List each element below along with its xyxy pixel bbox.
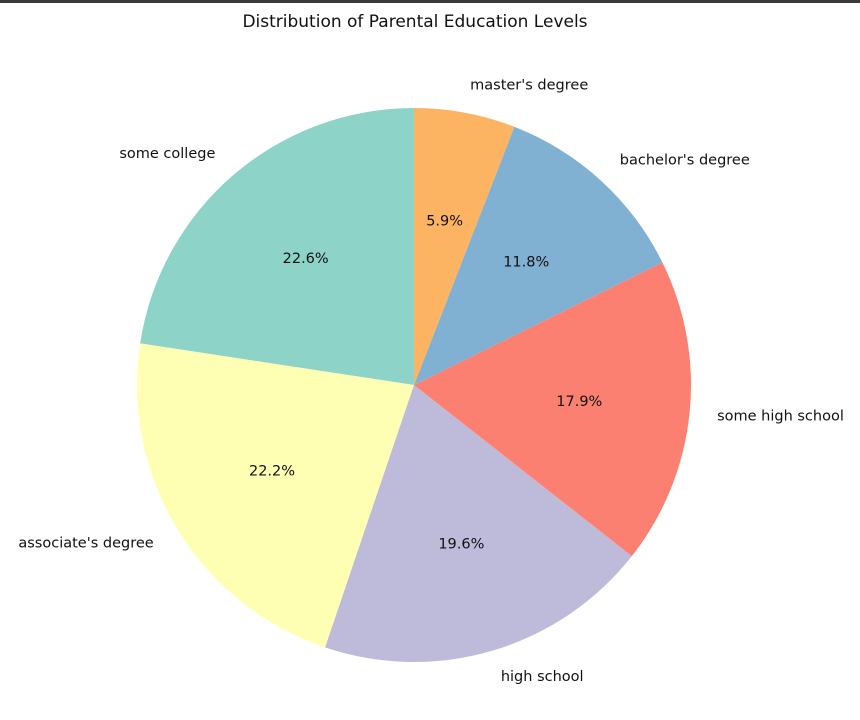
pie-slice: [414, 262, 691, 557]
slice-percent-label: 19.6%: [438, 536, 484, 552]
slice-category-label: bachelor's degree: [620, 152, 750, 168]
pie-chart: 22.6% some college 22.2% associate's degree…: [18, 78, 844, 686]
slice-category-label: some high school: [717, 409, 844, 425]
slice-percent-label: 22.6%: [283, 251, 329, 267]
pie-slice: [325, 385, 632, 662]
pie-slice: [140, 108, 414, 385]
slice-category-label: high school: [501, 669, 584, 685]
slice-percent-label: 22.2%: [249, 463, 295, 479]
chart-title: Distribution of Parental Education Level…: [242, 12, 588, 32]
pie-slice: [414, 126, 663, 386]
slice-percent-label: 17.9%: [556, 394, 602, 410]
slice-percent-label: 5.9%: [426, 214, 463, 230]
pie-slice: [414, 108, 515, 385]
slice-percent-label: 11.8%: [503, 254, 549, 270]
pie-slice: [137, 343, 415, 648]
slice-category-label: associate's degree: [18, 535, 153, 551]
slice-category-label: master's degree: [470, 78, 588, 94]
slice-category-label: some college: [119, 146, 215, 162]
